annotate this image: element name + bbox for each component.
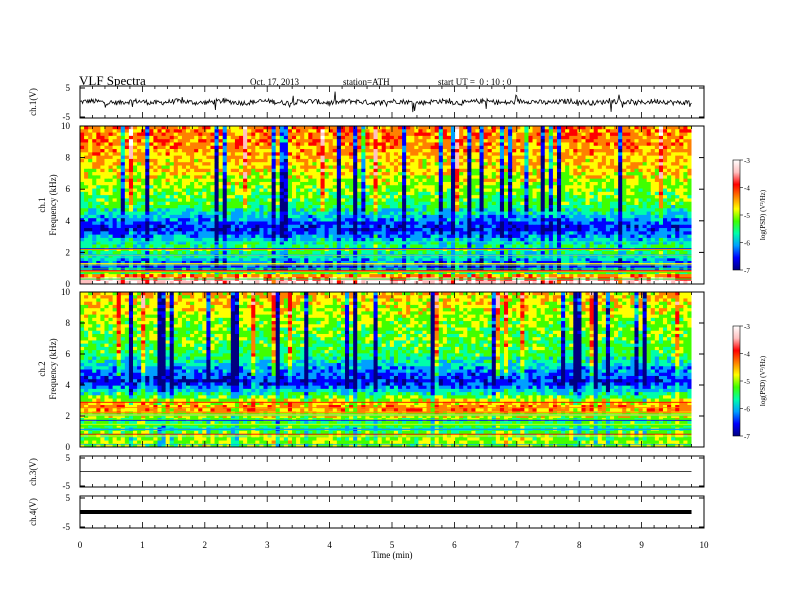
freq-tick-label: 8 [66,318,71,328]
freq-tick-label: 10 [61,121,71,131]
x-tick-label: 6 [452,540,457,550]
y-tick-label-bottom: -5 [63,112,71,122]
x-axis-label: Time (min) [372,550,413,560]
freq-tick-label: 6 [66,184,71,194]
ch1-waveform-trace [80,91,692,113]
colorbar-tick-label: -4 [744,185,750,193]
freq-tick-label: 4 [66,216,71,226]
freq-tick-label: 4 [66,380,71,390]
ch2-spec-ylabel-freq: Frequency (kHz) [48,338,58,399]
colorbar-scale [732,325,741,437]
y-tick-label-bottom: -5 [63,522,71,532]
time-axis: 0 1 2 3 4 5 6 7 8 9 10 [78,540,709,550]
freq-tick-label: 8 [66,153,71,163]
ch3-ylabel: ch.3(V) [28,458,38,486]
x-tick-label: 10 [700,540,710,550]
colorbar-tick-label: -3 [744,157,750,165]
ch2-spectrogram-panel: 0 2 4 6 8 10 ch.2 Frequency (kHz) [37,287,705,452]
x-tick-label: 7 [515,540,520,550]
ch2-spec-ylabel-channel: ch.2 [37,361,47,376]
freq-tick-label: 10 [61,287,71,297]
colorbar-tick-label: -3 [744,323,750,331]
freq-tick-label: 2 [66,247,71,257]
colorbar-scale [732,159,741,271]
colorbar-label: log(PSD) (V²/Hz) [759,189,767,240]
ch1-spectrogram-image [80,126,704,284]
ch2-colorbar: -3 -4 -5 -6 -7 log(PSD) (V²/Hz) [732,323,767,441]
y-tick-label-top: 5 [66,83,71,93]
x-tick-label: 0 [78,540,83,550]
ch1-colorbar: -3 -4 -5 -6 -7 log(PSD) (V²/Hz) [732,157,767,275]
date-label: Oct. 17, 2013 [250,77,299,87]
colorbar-tick-label: -6 [744,406,750,414]
ch1-ylabel: ch.1(V) [28,88,38,116]
x-tick-label: 9 [639,540,644,550]
start-time-label: start UT = 0 : 10 : 0 [438,77,512,87]
ch4-ylabel: ch.4(V) [28,498,38,526]
time-tick-marks [79,86,705,528]
freq-tick-label: 0 [66,442,71,452]
ch1-spec-ylabel-channel: ch.1 [37,197,47,212]
y-tick-label-bottom: -5 [63,481,71,491]
colorbar-tick-label: -6 [744,240,750,248]
y-tick-label-top: 5 [66,493,71,503]
ch1-spec-ylabel-freq: Frequency (kHz) [48,174,58,235]
colorbar-tick-label: -7 [744,433,750,441]
ch4-waveform-panel: 5 -5 ch.4(V) [28,493,705,532]
ch2-spectrogram-image [80,292,704,447]
x-tick-label: 3 [265,540,270,550]
station-label: station=ATH [343,77,390,87]
x-tick-label: 2 [203,540,208,550]
ch3-waveform-panel: 5 -5 ch.3(V) [28,453,705,491]
x-tick-label: 4 [327,540,332,550]
x-tick-label: 8 [577,540,582,550]
freq-tick-label: 2 [66,411,71,421]
freq-tick-label: 6 [66,349,71,359]
colorbar-tick-label: -7 [744,267,750,275]
ch1-spectrogram-panel: 0 2 4 6 8 10 ch.1 Frequency (kHz) [37,121,705,289]
freq-tick-label: 0 [66,279,71,289]
ch1-waveform-panel: 5 -5 ch.1(V) [28,83,705,122]
figure-title: VLF Spectra [79,73,146,88]
colorbar-label: log(PSD) (V²/Hz) [759,355,767,406]
colorbar-tick-label: -5 [744,378,750,386]
colorbar-tick-label: -5 [744,212,750,220]
colorbar-tick-label: -4 [744,351,750,359]
y-tick-label-top: 5 [66,453,71,463]
x-tick-label: 5 [390,540,395,550]
x-tick-label: 1 [140,540,145,550]
